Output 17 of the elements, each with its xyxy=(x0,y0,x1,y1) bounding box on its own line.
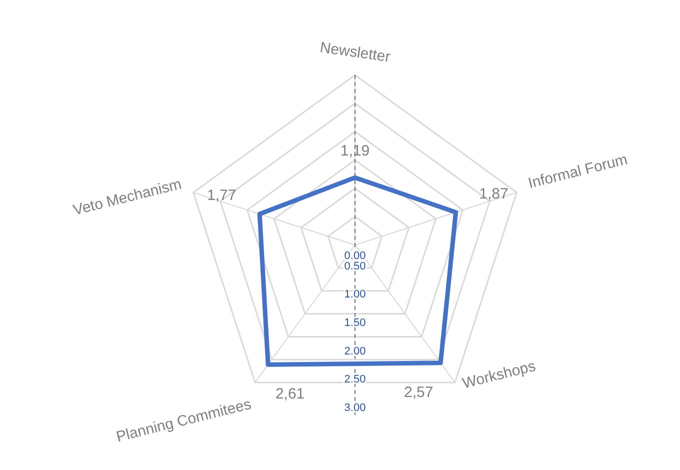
data-label: 1,19 xyxy=(340,142,370,160)
data-label: 1,77 xyxy=(207,187,236,204)
spoke-label: Newsletter xyxy=(318,39,392,66)
data-label: 2,61 xyxy=(275,386,305,403)
y-tick-label: 2.00 xyxy=(344,345,366,358)
y-tick-label: 3.00 xyxy=(344,402,366,414)
y-tick-label: 1.00 xyxy=(344,288,366,301)
spoke-label: Veto Mechanism xyxy=(72,176,184,220)
y-tick-label: 0.00 xyxy=(344,250,366,262)
spoke-label: Workshops xyxy=(460,358,538,392)
spoke-label: Planning Commitees xyxy=(114,396,254,446)
data-label: 2,57 xyxy=(404,384,434,401)
y-tick-label: 1.50 xyxy=(344,317,366,329)
data-label: 1,87 xyxy=(479,185,508,202)
y-tick-label: 0.50 xyxy=(344,260,366,272)
y-tick-label: 2.50 xyxy=(344,374,366,386)
spoke-label: Informal Forum xyxy=(526,151,630,192)
